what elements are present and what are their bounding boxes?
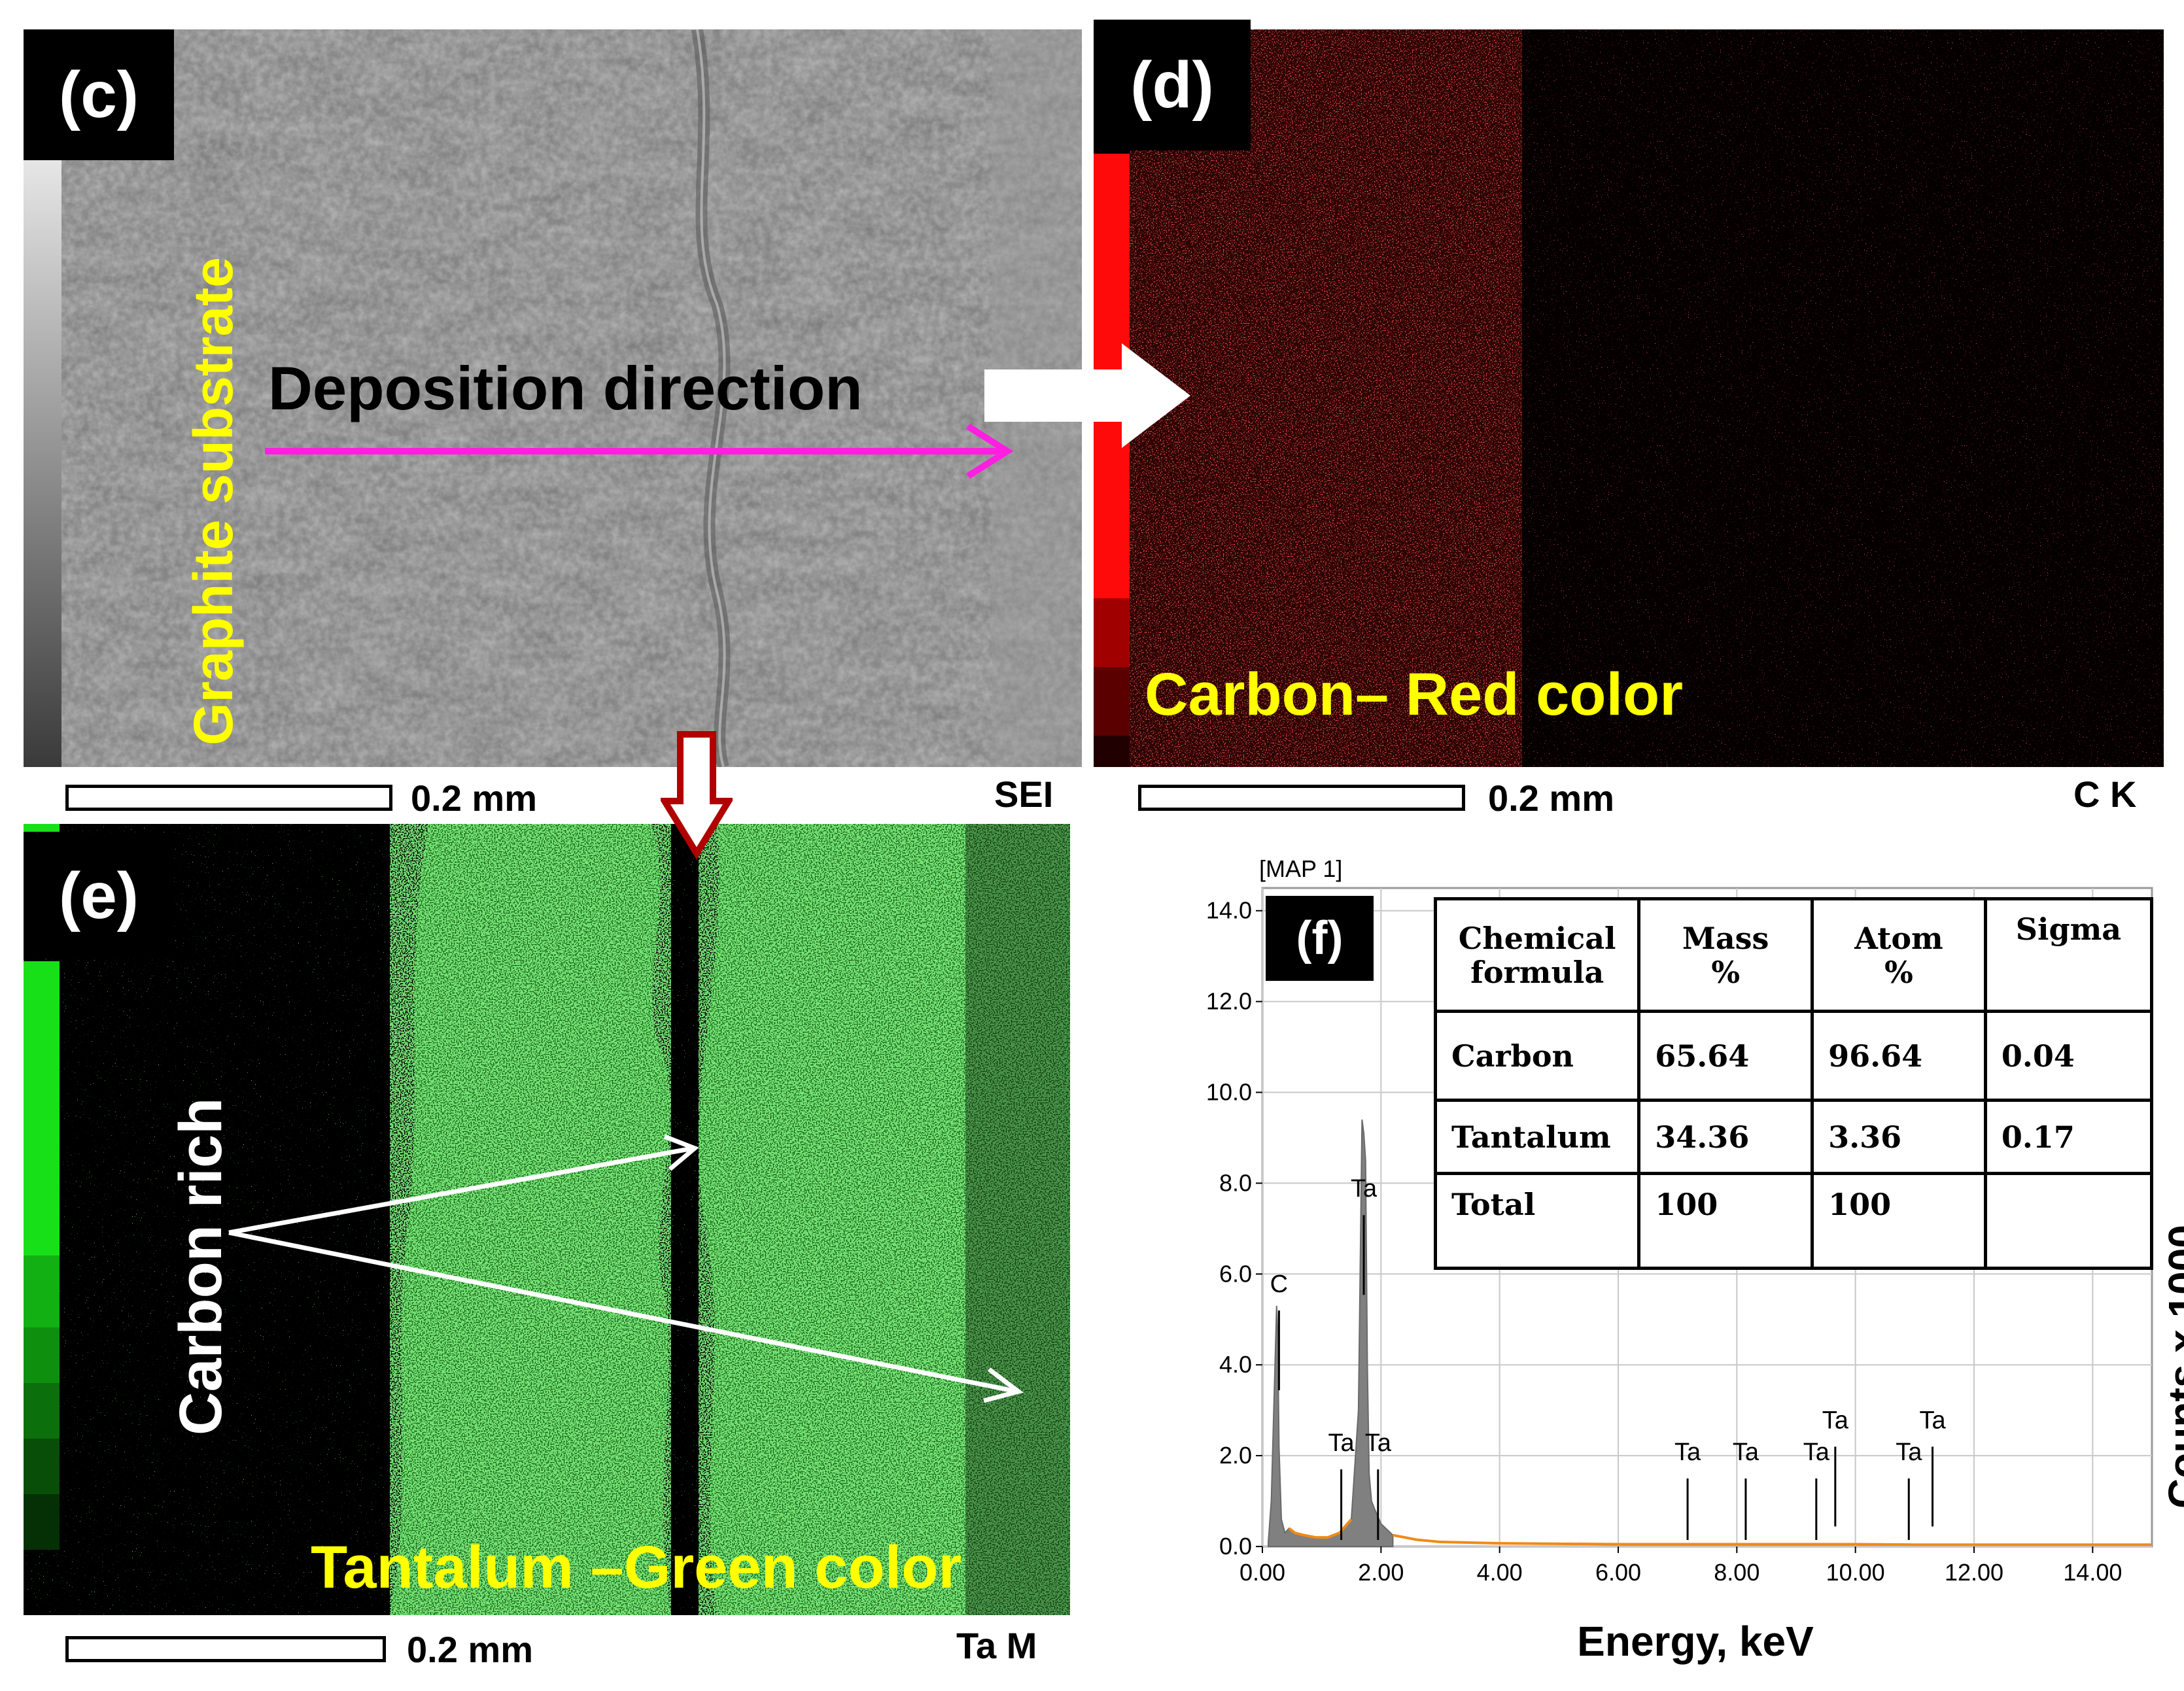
panel-f-tag: (f): [1266, 896, 1374, 981]
carbon-map-label: Carbon– Red color: [1145, 661, 1684, 728]
carbon-map-panel: [1094, 29, 2164, 767]
peak-label: Ta: [1733, 1439, 1759, 1466]
peak-label: Ta: [1328, 1429, 1355, 1457]
header-line: Atom: [1854, 920, 1943, 956]
tantalum-map: [24, 824, 1070, 1615]
scale-text-c: 0.2 mm: [411, 777, 537, 819]
deposition-arrow: [265, 423, 1014, 479]
scale-text-d: 0.2 mm: [1488, 777, 1614, 819]
x-tick-label: 12.00: [1945, 1559, 2003, 1586]
table-cell: 34.36: [1637, 1099, 1814, 1175]
col-header-atom: Atom %: [1811, 897, 1987, 1013]
col-header-formula: Chemical formula: [1433, 897, 1641, 1013]
panel-e-tag: (e): [24, 834, 174, 958]
tantalum-map-panel: [24, 824, 1070, 1615]
table-cell: 0.04: [1983, 1010, 2154, 1102]
col-header-mass: Mass %: [1637, 897, 1814, 1013]
col-header-sigma: Sigma: [1983, 897, 2154, 1013]
table-cell: 100: [1637, 1172, 1814, 1270]
x-tick-label: 4.00: [1477, 1559, 1523, 1586]
y-axis-label: Counts x 1000: [2160, 1225, 2184, 1509]
y-tick-label: 6.0: [1219, 1260, 1252, 1287]
table-cell: 0.17: [1983, 1099, 2154, 1175]
white-transition-arrow: [984, 343, 1190, 448]
y-tick-label: 4.0: [1219, 1351, 1252, 1378]
x-tick-label: 8.00: [1714, 1559, 1759, 1586]
table-header-row: Chemical formula Mass % Atom % Sigma: [1433, 897, 2154, 1013]
header-line: %: [1884, 954, 1913, 990]
carbon-rich-arrows: [228, 1134, 1024, 1403]
x-tick-label: 10.00: [1826, 1559, 1885, 1586]
deposition-direction-label: Deposition direction: [268, 354, 863, 422]
table-cell: 96.64: [1811, 1010, 1987, 1102]
peak-label: Ta: [1919, 1407, 1946, 1434]
graphite-substrate-label: Graphite substrate: [182, 257, 244, 745]
table-cell: 100: [1811, 1172, 1987, 1270]
header-line: Sigma: [2015, 912, 2122, 947]
scale-bar-e: [65, 1636, 386, 1662]
table-cell: Carbon: [1433, 1010, 1641, 1102]
composition-table: Chemical formula Mass % Atom % Sigma Car…: [1433, 897, 2154, 1270]
header-line: Chemical: [1458, 920, 1616, 956]
signal-ck: C K: [2073, 774, 2137, 815]
map-tag: [MAP 1]: [1259, 855, 1343, 882]
signal-ta-m: Ta M: [956, 1625, 1037, 1666]
y-tick-label: 0.0: [1219, 1533, 1252, 1560]
table-cell: 3.36: [1811, 1099, 1987, 1175]
header-line: formula: [1470, 954, 1604, 990]
peak-label: Ta: [1822, 1407, 1849, 1434]
spectrum-tail-line: [1393, 1533, 2152, 1546]
x-tick-label: 2.00: [1358, 1559, 1404, 1586]
peak-label: Ta: [1351, 1175, 1378, 1203]
table-cell: 65.64: [1637, 1010, 1814, 1102]
peak-label: Ta: [1365, 1429, 1392, 1457]
panel-c-tag: (c): [24, 29, 174, 160]
y-tick-label: 2.0: [1219, 1442, 1252, 1469]
peak-label: Ta: [1803, 1439, 1830, 1466]
x-tick-label: 6.00: [1595, 1559, 1641, 1586]
table-row: Tantalum 34.36 3.36 0.17: [1433, 1099, 2154, 1175]
y-tick-label: 10.0: [1206, 1079, 1252, 1106]
y-tick-label: 14.0: [1206, 897, 1252, 924]
x-axis-label: Energy, keV: [1577, 1618, 1814, 1665]
signal-sei: SEI: [994, 774, 1054, 815]
table-cell: Total: [1433, 1172, 1641, 1270]
tantalum-map-label: Tantalum –Green color: [311, 1534, 962, 1601]
table-cell: Tantalum: [1433, 1099, 1641, 1175]
header-line: Mass: [1682, 920, 1769, 956]
x-tick-label: 14.00: [2063, 1559, 2122, 1586]
scale-bar-c: [65, 785, 392, 811]
table-cell: [1983, 1172, 2154, 1270]
panel-d-tag: (d): [1094, 20, 1251, 150]
table-row: Carbon 65.64 96.64 0.04: [1433, 1010, 2154, 1102]
table-row: Total 100 100: [1433, 1172, 2154, 1270]
scale-bar-d: [1138, 785, 1465, 811]
y-tick-label: 8.0: [1219, 1169, 1252, 1196]
peak-label: C: [1270, 1271, 1288, 1298]
spectrum-low-line: [1288, 1518, 1353, 1539]
red-down-arrow: [661, 731, 733, 860]
grey-scale-bar: [24, 160, 61, 767]
header-line: %: [1711, 954, 1741, 990]
scale-text-e: 0.2 mm: [407, 1629, 533, 1670]
x-tick-label: 0.00: [1239, 1559, 1285, 1586]
peak-label: Ta: [1896, 1439, 1922, 1466]
peak-label: Ta: [1674, 1439, 1701, 1466]
carbon-map: [1094, 29, 2164, 767]
y-tick-label: 12.0: [1206, 988, 1252, 1015]
